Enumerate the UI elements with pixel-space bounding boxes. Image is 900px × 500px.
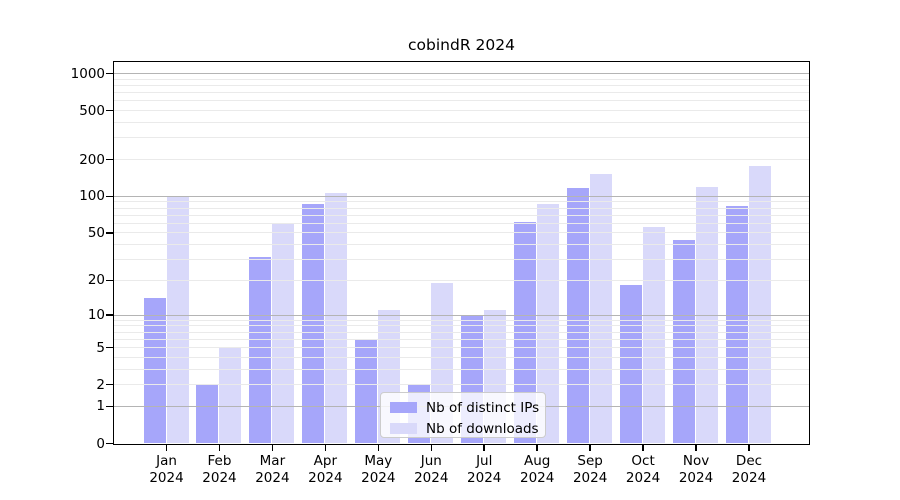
x-tick-mark bbox=[536, 445, 538, 451]
gridline bbox=[114, 159, 809, 161]
bar-distinct-ips bbox=[620, 285, 643, 443]
gridline bbox=[114, 279, 809, 281]
bar-downloads bbox=[325, 193, 348, 443]
bar-distinct-ips bbox=[249, 257, 272, 443]
x-tick-label: Mar 2024 bbox=[255, 453, 290, 486]
y-tick-mark bbox=[106, 158, 113, 161]
gridline bbox=[114, 319, 809, 321]
x-tick-label: Oct 2024 bbox=[625, 453, 661, 486]
x-tick-label: Jan 2024 bbox=[149, 453, 184, 486]
bar-distinct-ips bbox=[302, 203, 325, 443]
gridline bbox=[114, 259, 809, 261]
bar-downloads bbox=[537, 204, 560, 443]
x-tick-label: Nov 2024 bbox=[678, 453, 714, 486]
x-tick-mark bbox=[748, 445, 750, 451]
legend-item-distinct-ips: Nb of distinct IPs bbox=[390, 397, 545, 418]
gridline bbox=[114, 368, 809, 370]
y-tick-mark bbox=[106, 109, 113, 112]
y-tick-mark bbox=[106, 72, 113, 75]
gridline bbox=[114, 214, 809, 216]
x-tick-label: Jun 2024 bbox=[414, 453, 449, 486]
x-tick-mark bbox=[271, 445, 274, 451]
chart-title: cobindR 2024 bbox=[408, 36, 515, 54]
y-tick-label: 0 bbox=[96, 435, 105, 452]
x-tick-label: Dec 2024 bbox=[731, 453, 767, 486]
y-tick-label: 1000 bbox=[70, 65, 105, 82]
x-tick-label: Jul 2024 bbox=[467, 453, 502, 486]
bar-downloads bbox=[590, 174, 613, 443]
gridline bbox=[114, 314, 809, 316]
gridline bbox=[114, 110, 809, 112]
y-tick-mark bbox=[106, 195, 113, 198]
gridline bbox=[114, 92, 809, 94]
bar-downloads bbox=[748, 166, 771, 443]
legend: Nb of distinct IPs Nb of downloads bbox=[380, 392, 546, 438]
x-tick-mark bbox=[165, 445, 168, 451]
x-tick-label: Feb 2024 bbox=[202, 453, 237, 486]
gridline bbox=[114, 78, 809, 80]
y-tick-mark bbox=[106, 232, 113, 234]
y-tick-label: 500 bbox=[79, 102, 105, 119]
y-tick-label: 2 bbox=[96, 376, 105, 393]
plot-area: Nb of distinct IPs Nb of downloads bbox=[113, 61, 810, 445]
gridline bbox=[114, 222, 809, 224]
y-tick-mark bbox=[106, 314, 113, 316]
bar-downloads bbox=[272, 222, 295, 443]
bar-distinct-ips bbox=[196, 384, 219, 443]
x-tick-mark bbox=[483, 445, 485, 451]
gridline bbox=[114, 384, 809, 386]
x-tick-mark bbox=[218, 445, 221, 451]
x-tick-mark bbox=[377, 445, 380, 451]
y-tick-label: 200 bbox=[79, 151, 105, 168]
gridline bbox=[114, 244, 809, 246]
x-tick-label: Apr 2024 bbox=[308, 453, 343, 486]
legend-item-downloads: Nb of downloads bbox=[390, 418, 545, 439]
y-tick-mark bbox=[106, 279, 113, 282]
x-tick-mark bbox=[695, 445, 697, 451]
x-tick-mark bbox=[642, 445, 644, 451]
x-tick-mark bbox=[324, 445, 327, 451]
x-tick-label: Sep 2024 bbox=[572, 453, 608, 486]
y-tick-mark bbox=[106, 405, 113, 408]
gridline bbox=[114, 356, 809, 358]
gridline bbox=[114, 207, 809, 209]
gridline bbox=[114, 331, 809, 333]
gridline bbox=[114, 232, 809, 234]
x-tick-label: May 2024 bbox=[361, 453, 396, 486]
bar-distinct-ips bbox=[355, 338, 378, 443]
y-tick-mark bbox=[106, 346, 113, 349]
gridline bbox=[114, 100, 809, 102]
gridline bbox=[114, 338, 809, 340]
y-tick-mark bbox=[106, 442, 113, 445]
gridline bbox=[114, 137, 809, 139]
y-tick-label: 10 bbox=[87, 307, 105, 324]
y-tick-mark bbox=[106, 383, 113, 386]
y-tick-label: 50 bbox=[87, 224, 105, 241]
bar-distinct-ips bbox=[725, 206, 748, 443]
y-tick-label: 20 bbox=[87, 272, 105, 289]
gridline bbox=[114, 84, 809, 86]
bar-downloads bbox=[643, 227, 666, 443]
legend-swatch-distinct-ips bbox=[390, 402, 417, 413]
legend-label: Nb of distinct IPs bbox=[426, 399, 540, 416]
gridline bbox=[114, 122, 809, 124]
gridline bbox=[114, 347, 809, 349]
bar-distinct-ips bbox=[567, 188, 590, 443]
gridline bbox=[114, 325, 809, 327]
x-tick-mark bbox=[430, 445, 433, 451]
y-tick-label: 1 bbox=[96, 398, 105, 415]
x-tick-mark bbox=[589, 445, 591, 451]
gridline bbox=[114, 195, 809, 197]
gridline bbox=[114, 201, 809, 203]
bar-distinct-ips bbox=[673, 240, 696, 443]
legend-swatch-downloads bbox=[390, 423, 417, 434]
x-tick-label: Aug 2024 bbox=[519, 453, 555, 486]
y-tick-label: 5 bbox=[96, 339, 105, 356]
y-tick-label: 100 bbox=[79, 188, 105, 205]
bar-downloads bbox=[219, 347, 242, 443]
legend-label: Nb of downloads bbox=[426, 420, 539, 437]
gridline bbox=[114, 73, 809, 75]
